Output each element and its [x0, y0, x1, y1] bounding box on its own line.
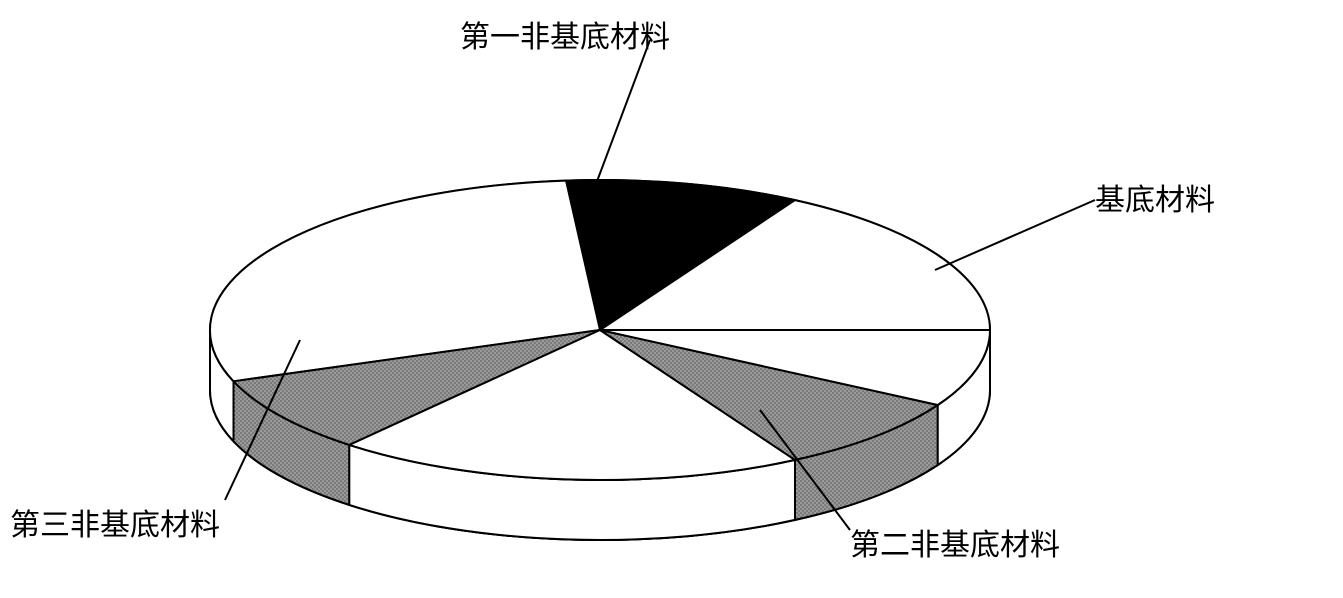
slice-label: 基底材料 — [1095, 175, 1215, 219]
leader-line — [590, 40, 650, 200]
slice-label: 第二非基底材料 — [850, 520, 1060, 564]
pie-diagram: 第一非基底材料第三非基底材料 第二非基底材料 基底材料 — [0, 0, 1343, 598]
leader-line — [935, 200, 1095, 270]
slice-label: 第三非基底材料 — [10, 500, 220, 544]
slice-label: 第一非基底材料 — [460, 12, 670, 56]
